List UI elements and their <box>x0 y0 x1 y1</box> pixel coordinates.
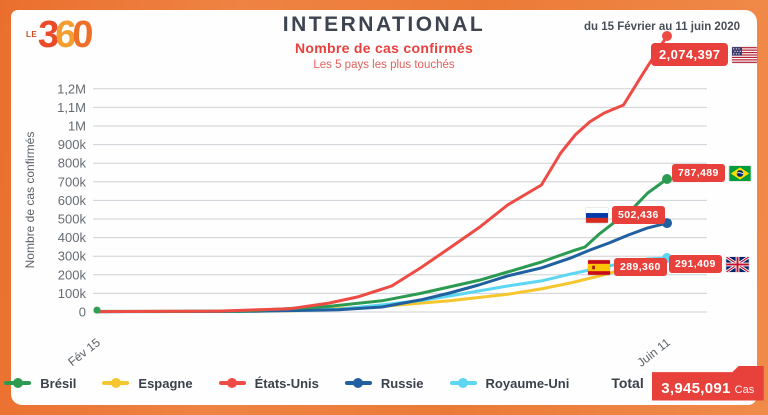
data-label-bresil: 787,489 <box>672 164 751 182</box>
y-axis-title: Nombre de cas confirmés <box>23 131 37 269</box>
y-tick-label: 900k <box>58 137 87 152</box>
legend: Brésil Espagne États-Unis Russie Royaume… <box>0 365 768 401</box>
y-tick-label: 100k <box>58 286 87 301</box>
series-line-usa <box>95 34 669 314</box>
legend-label-bresil: Brésil <box>40 375 77 391</box>
y-tick-label: 1,2M <box>57 81 86 96</box>
legend-label-russie: Russie <box>380 375 424 391</box>
total-unit: Cas <box>734 383 755 396</box>
y-tick-label: 500k <box>58 212 87 227</box>
y-tick-label: 0 <box>79 305 86 320</box>
legend-item-bresil[interactable]: Brésil <box>4 376 76 391</box>
espagne-value-badge: 289,360 <box>614 258 667 276</box>
x-tick-label: Juin 11 <box>634 335 673 370</box>
etats-unis-value-badge: 2,074,397 <box>651 43 729 66</box>
x-tick-label: Fév 15 <box>65 335 103 369</box>
bresil-marker-icon <box>4 378 32 388</box>
total-value-badge: 3,945,091 Cas <box>651 365 764 401</box>
etats-unis-marker-icon <box>218 378 246 388</box>
bresil-value-badge: 787,489 <box>672 164 725 182</box>
espagne-marker-icon <box>102 378 130 388</box>
series-end-dot-brazil <box>662 174 672 185</box>
legend-item-russie[interactable]: Russie <box>344 375 424 391</box>
royaume-uni-marker-icon <box>449 378 477 388</box>
legend-item-royaume-uni[interactable]: Royaume-Uni <box>449 375 570 391</box>
legend-item-espagne[interactable]: Espagne <box>102 375 193 391</box>
le360-logo: LE 360 <box>26 14 90 56</box>
series-end-dot-usa <box>662 30 672 41</box>
data-label-etats-unis: 2,074,397 <box>651 43 758 66</box>
y-tick-label: 1M <box>68 119 86 134</box>
date-range-label: du 15 Février au 11 juin 2020 <box>584 21 740 33</box>
total-group: Total 3,945,091 Cas <box>611 365 764 401</box>
brazil-flag-icon <box>729 165 751 181</box>
russia-flag-icon <box>586 207 608 223</box>
series-line-uk <box>95 256 669 314</box>
y-tick-label: 300k <box>58 249 87 264</box>
y-tick-label: 1,1M <box>57 100 86 115</box>
total-label: Total <box>611 375 644 391</box>
russie-marker-icon <box>344 378 372 388</box>
spain-flag-icon <box>588 259 610 275</box>
usa-flag-icon <box>732 46 758 63</box>
y-tick-label: 600k <box>58 193 87 208</box>
logo-le-text: LE <box>26 30 38 39</box>
royaume-uni-value-badge: 291,409 <box>669 255 722 273</box>
y-tick-label: 200k <box>58 267 87 282</box>
data-label-espagne: 289,360 <box>588 258 667 276</box>
y-tick-label: 800k <box>58 156 87 171</box>
data-label-royaume-uni: 291,409 <box>669 255 749 273</box>
legend-label-espagne: Espagne <box>138 375 193 391</box>
legend-label-etats-unis: États-Unis <box>254 375 319 391</box>
series-start-dot <box>93 306 101 314</box>
data-label-russie: 502,436 <box>586 206 665 224</box>
uk-flag-icon <box>725 256 749 272</box>
russie-value-badge: 502,436 <box>612 206 665 224</box>
y-tick-label: 700k <box>58 174 87 189</box>
series-line-brazil <box>95 177 669 313</box>
total-value: 3,945,091 <box>661 379 731 397</box>
legend-item-etats-unis[interactable]: États-Unis <box>218 375 319 391</box>
legend-label-royaume-uni: Royaume-Uni <box>485 375 570 391</box>
series-line-russia <box>95 221 669 314</box>
y-tick-label: 400k <box>58 230 87 245</box>
